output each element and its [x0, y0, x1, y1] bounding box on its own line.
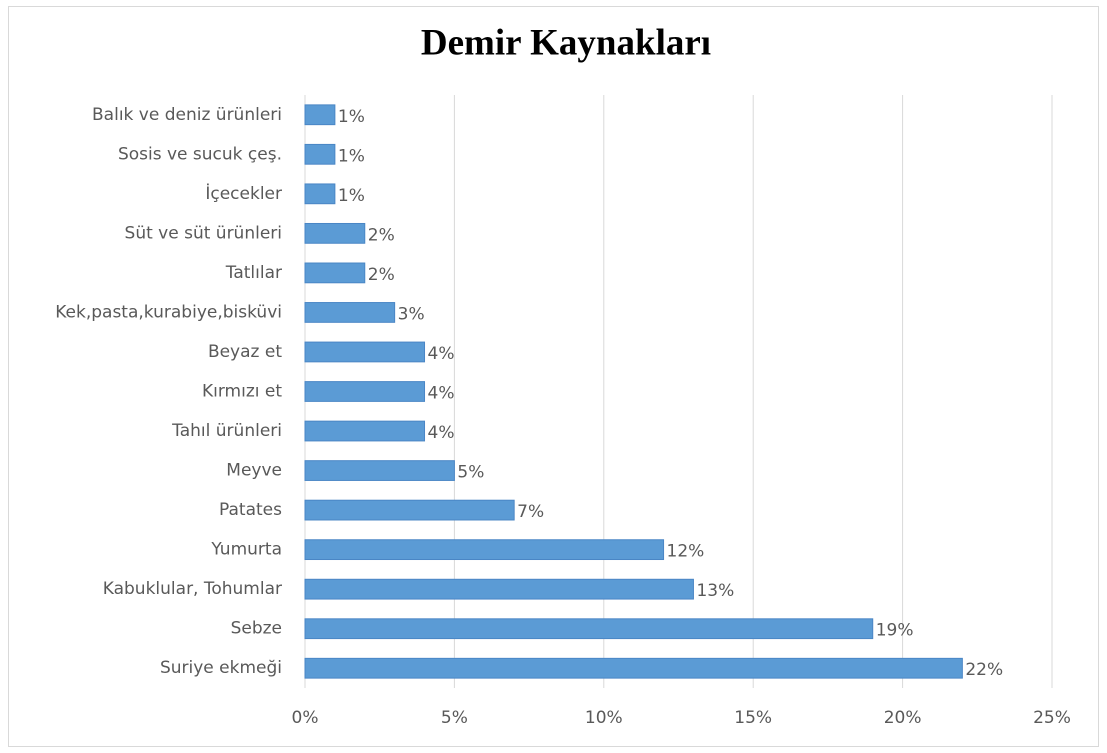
x-tick-label: 15%: [734, 708, 772, 728]
y-tick-label: Patates: [219, 500, 282, 520]
y-tick-label: Sebze: [231, 619, 282, 639]
data-label: 1%: [338, 146, 365, 166]
data-label: 4%: [428, 384, 455, 404]
bar: [304, 539, 665, 561]
y-tick-label: Kek,pasta,kurabiye,bisküvi: [55, 302, 282, 322]
data-label: 13%: [696, 581, 734, 601]
bar: [304, 183, 336, 205]
data-label: 2%: [368, 265, 395, 285]
y-tick-label: Meyve: [226, 461, 282, 481]
bar: [304, 657, 963, 679]
bar: [304, 341, 426, 363]
bar: [304, 262, 366, 284]
bar: [304, 460, 455, 481]
y-tick-label: İçecekler: [205, 183, 282, 204]
data-label: 2%: [368, 225, 395, 245]
bar: [304, 420, 426, 442]
data-label: 3%: [398, 304, 425, 324]
bar: [304, 302, 396, 323]
chart-title: Demir Kaynakları: [421, 22, 711, 63]
x-tick-label: 5%: [441, 708, 468, 728]
data-label: 4%: [428, 423, 455, 443]
x-tick-label: 20%: [884, 708, 922, 728]
y-tick-label: Süt ve süt ürünleri: [125, 223, 282, 243]
bar: [304, 222, 366, 244]
data-label: 7%: [517, 502, 544, 522]
data-label: 19%: [876, 621, 914, 641]
y-tick-label: Sosis ve sucuk çeş.: [118, 144, 282, 164]
bar: [304, 618, 874, 640]
bar: [304, 143, 336, 165]
y-tick-label: Kırmızı et: [202, 382, 282, 402]
bar: [304, 499, 515, 521]
data-label: 12%: [667, 542, 705, 562]
y-tick-label: Tahıl ürünleri: [171, 421, 282, 441]
x-tick-label: 25%: [1033, 708, 1071, 728]
y-tick-label: Balık ve deniz ürünleri: [92, 105, 282, 125]
data-label: 22%: [965, 660, 1003, 680]
bar: [304, 381, 426, 402]
data-label: 1%: [338, 186, 365, 206]
bar: [304, 578, 694, 600]
bar: [304, 104, 336, 126]
x-tick-label: 0%: [292, 708, 319, 728]
y-tick-label: Suriye ekmeği: [160, 658, 282, 678]
x-tick-label: 10%: [585, 708, 623, 728]
y-tick-label: Beyaz et: [208, 342, 282, 362]
data-label: 1%: [338, 107, 365, 127]
y-tick-label: Kabuklular, Tohumlar: [103, 579, 282, 599]
data-label: 5%: [457, 463, 484, 483]
y-tick-label: Yumurta: [210, 540, 282, 560]
data-label: 4%: [428, 344, 455, 364]
y-tick-label: Tatlılar: [225, 263, 282, 283]
